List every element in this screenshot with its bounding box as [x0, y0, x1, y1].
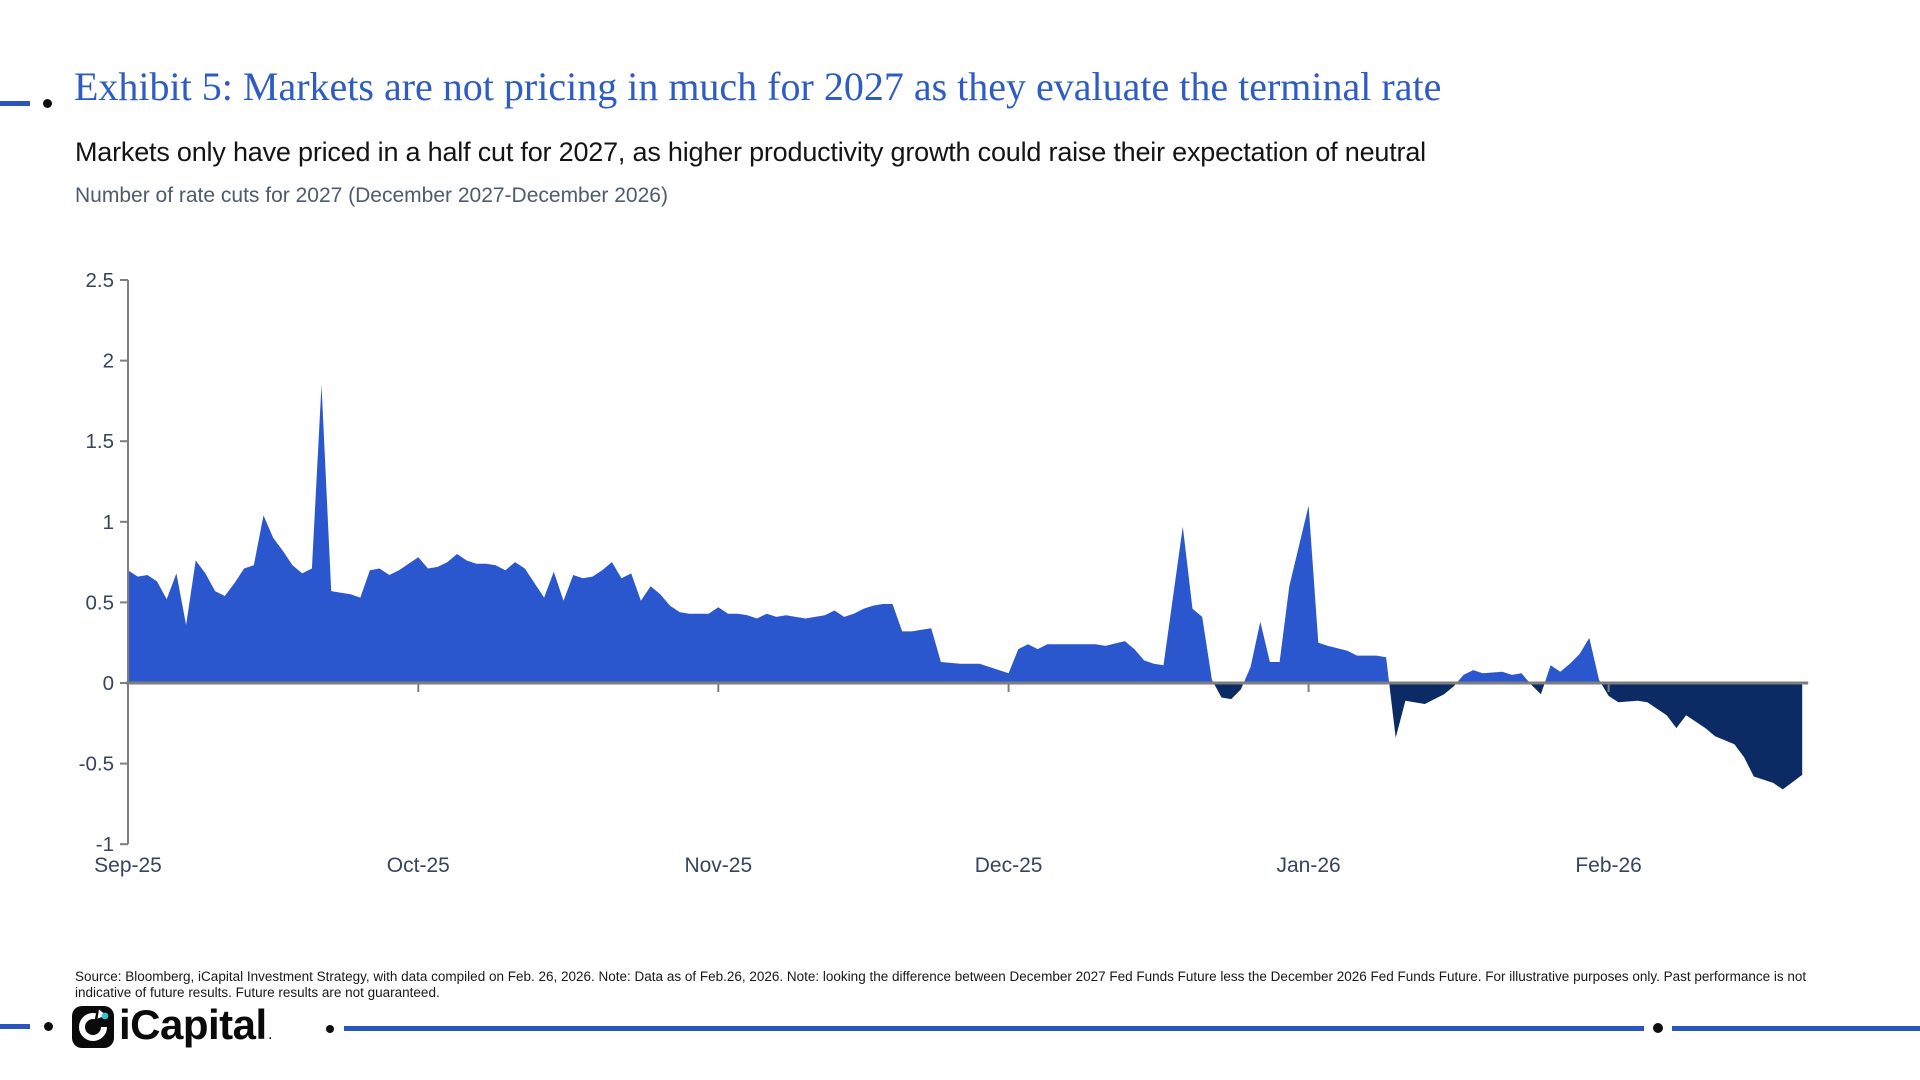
footer-bullet-3 [1653, 1023, 1663, 1033]
y-tick-label: 0.5 [86, 591, 115, 614]
y-tick-label: 2.5 [86, 269, 115, 292]
y-tick-label: -1 [96, 833, 114, 856]
footer-long-rule [344, 1026, 1644, 1031]
exhibit-subtitle: Markets only have priced in a half cut f… [75, 137, 1426, 167]
footer-left-rule [0, 1024, 30, 1029]
x-tick-label: Jan-26 [1276, 854, 1340, 877]
y-tick-label: 1.5 [86, 430, 115, 453]
source-note: Source: Bloomberg, iCapital Investment S… [75, 969, 1807, 1001]
area-positive [128, 384, 1803, 683]
footer-bullet-1 [44, 1022, 53, 1031]
wordmark-trademark: . [268, 1030, 272, 1042]
logo-c-arc [79, 1013, 107, 1041]
footer-right-rule [1672, 1026, 1920, 1031]
top-left-bullet [43, 99, 52, 108]
x-tick-label: Oct-25 [387, 854, 450, 877]
logo-teal-dot [101, 1012, 109, 1020]
icapital-logo-icon [72, 1006, 114, 1048]
top-left-rule [0, 101, 30, 106]
wordmark-text: iCapital [119, 1001, 267, 1048]
x-tick-label: Nov-25 [684, 854, 752, 877]
footer-bullet-2 [326, 1025, 334, 1033]
x-tick-label: Dec-25 [975, 854, 1043, 877]
y-tick-label: 1 [103, 511, 114, 534]
area-negative [128, 683, 1803, 790]
exhibit-title: Exhibit 5: Markets are not pricing in mu… [74, 64, 1442, 109]
chart-axis-note: Number of rate cuts for 2027 (December 2… [75, 184, 668, 207]
y-tick-label: 2 [103, 350, 114, 373]
x-tick-label: Feb-26 [1575, 854, 1642, 877]
x-tick-label: Sep-25 [94, 854, 162, 877]
y-tick-label: -0.5 [79, 753, 114, 776]
y-tick-label: 0 [103, 672, 114, 695]
icapital-wordmark: iCapital. [119, 1001, 272, 1048]
